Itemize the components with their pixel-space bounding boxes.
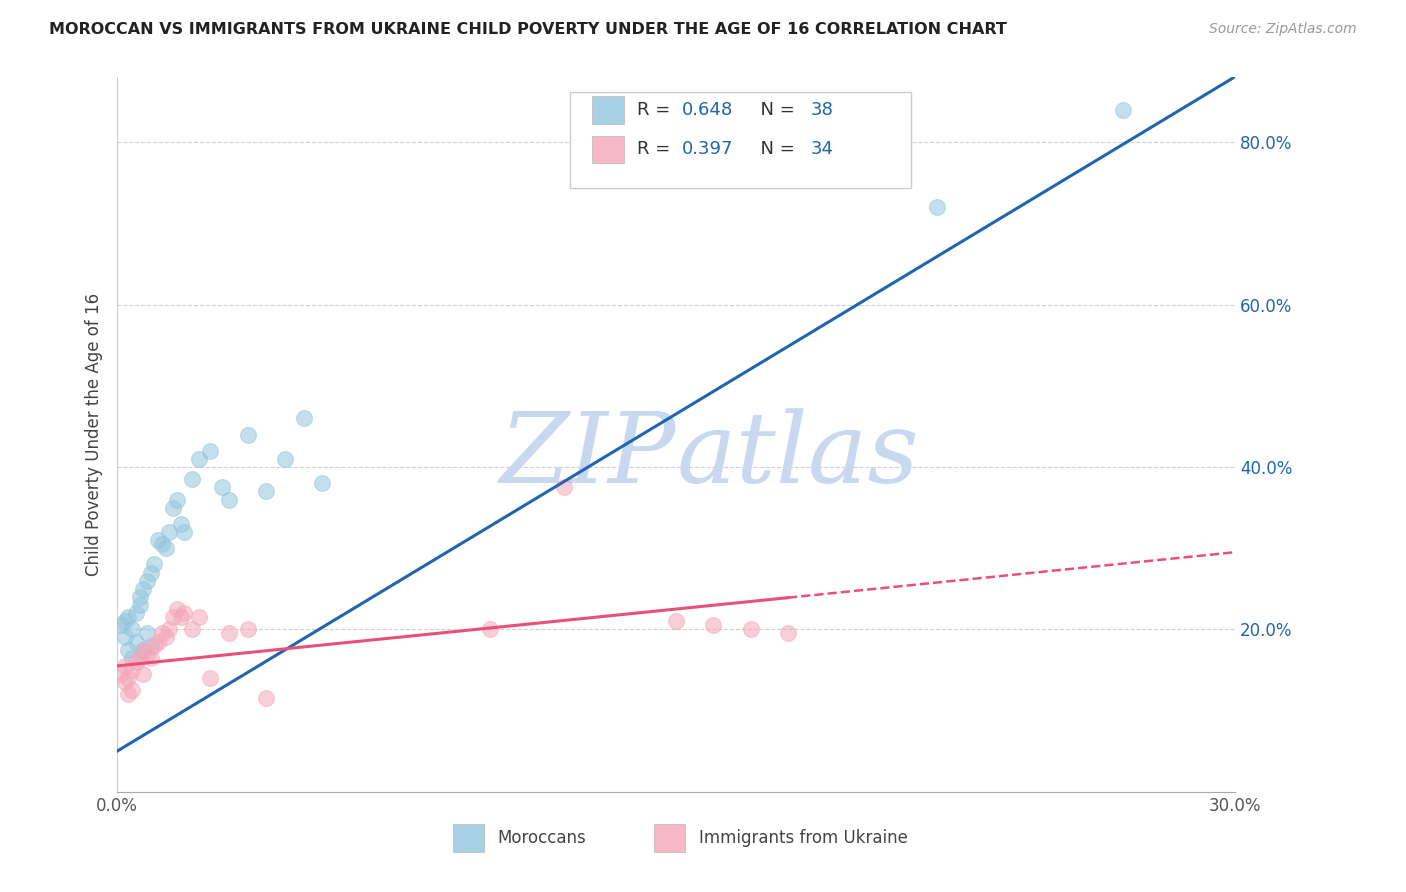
Point [236, 427, 259, 442]
Point [117, 610, 139, 624]
Point [143, 639, 166, 653]
Point [553, 480, 575, 494]
Point [740, 623, 762, 637]
Point [136, 647, 159, 661]
Point [114, 631, 136, 645]
Point [114, 675, 136, 690]
Text: ZIP: ZIP [501, 409, 676, 504]
Point [157, 524, 180, 539]
Point [125, 655, 148, 669]
Point [180, 472, 202, 486]
Point [173, 606, 195, 620]
Point [166, 492, 188, 507]
Point [254, 691, 277, 706]
Point [292, 411, 315, 425]
Text: N =: N = [749, 101, 800, 119]
Point [114, 659, 136, 673]
Point [925, 200, 948, 214]
Point [665, 614, 688, 628]
Point [274, 451, 297, 466]
Text: 0.397: 0.397 [682, 140, 734, 159]
Point [236, 623, 259, 637]
Point [211, 480, 233, 494]
Point [166, 602, 188, 616]
Text: Source: ZipAtlas.com: Source: ZipAtlas.com [1209, 22, 1357, 37]
Point [121, 650, 143, 665]
Point [188, 610, 211, 624]
Point [121, 663, 143, 677]
Point [110, 618, 132, 632]
Text: 34: 34 [810, 140, 834, 159]
Text: 0.648: 0.648 [682, 101, 733, 119]
Text: 38: 38 [810, 101, 834, 119]
Point [1112, 103, 1135, 117]
FancyBboxPatch shape [592, 96, 624, 123]
Point [117, 642, 139, 657]
Point [169, 610, 191, 624]
Text: MOROCCAN VS IMMIGRANTS FROM UKRAINE CHILD POVERTY UNDER THE AGE OF 16 CORRELATIO: MOROCCAN VS IMMIGRANTS FROM UKRAINE CHIL… [49, 22, 1007, 37]
Point [121, 683, 143, 698]
Point [139, 639, 162, 653]
Point [218, 626, 240, 640]
FancyBboxPatch shape [654, 824, 685, 853]
Point [132, 642, 155, 657]
Point [125, 606, 148, 620]
Point [136, 574, 159, 588]
Point [117, 671, 139, 685]
Point [150, 537, 173, 551]
Point [157, 623, 180, 637]
Point [132, 667, 155, 681]
Point [173, 524, 195, 539]
Point [200, 671, 222, 685]
Point [148, 533, 170, 547]
Point [132, 582, 155, 596]
Point [169, 516, 191, 531]
Point [155, 631, 177, 645]
Point [128, 598, 150, 612]
Point [155, 541, 177, 556]
Point [121, 623, 143, 637]
Point [110, 667, 132, 681]
Point [162, 500, 184, 515]
Point [143, 558, 166, 572]
Point [311, 476, 333, 491]
Point [125, 634, 148, 648]
Text: Immigrants from Ukraine: Immigrants from Ukraine [699, 830, 907, 847]
Point [776, 626, 799, 640]
Point [114, 614, 136, 628]
Point [150, 626, 173, 640]
Y-axis label: Child Poverty Under the Age of 16: Child Poverty Under the Age of 16 [86, 293, 103, 576]
Text: R =: R = [637, 140, 676, 159]
FancyBboxPatch shape [592, 136, 624, 163]
Point [254, 484, 277, 499]
Point [136, 626, 159, 640]
Point [180, 623, 202, 637]
Point [200, 443, 222, 458]
Point [139, 566, 162, 580]
Point [162, 610, 184, 624]
Point [148, 634, 170, 648]
FancyBboxPatch shape [453, 824, 484, 853]
Point [218, 492, 240, 507]
Point [702, 618, 724, 632]
Point [128, 590, 150, 604]
Point [128, 650, 150, 665]
Point [117, 687, 139, 701]
Point [188, 451, 211, 466]
Text: R =: R = [637, 101, 676, 119]
Point [139, 650, 162, 665]
FancyBboxPatch shape [569, 92, 911, 188]
Text: N =: N = [749, 140, 800, 159]
Point [478, 623, 501, 637]
Text: Moroccans: Moroccans [498, 830, 586, 847]
Point [132, 642, 155, 657]
Text: atlas: atlas [676, 409, 920, 504]
